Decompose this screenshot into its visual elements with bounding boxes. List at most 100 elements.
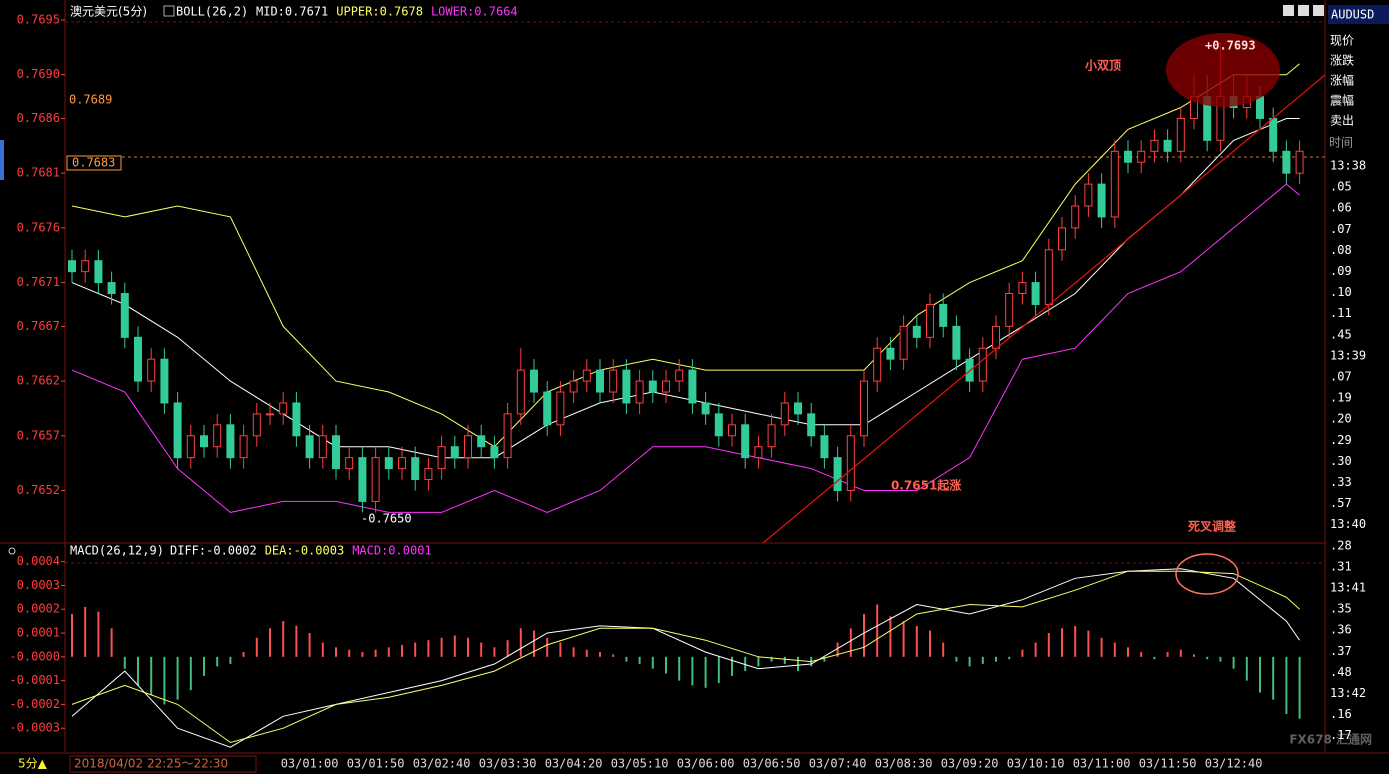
candle-body — [569, 380, 578, 393]
candle-body — [186, 435, 195, 459]
quote-field: 震幅 — [1330, 93, 1354, 108]
tick-time: .37 — [1330, 644, 1352, 658]
candle-body — [160, 358, 169, 404]
x-tick-label: 03/06:50 — [743, 757, 801, 771]
tick-time: .33 — [1330, 475, 1352, 489]
highlight-ellipse — [1166, 33, 1280, 107]
candle-body — [318, 435, 327, 459]
candle-body — [609, 369, 618, 393]
annotation: -0.7650 — [361, 512, 412, 526]
time-range: 2018/04/02 22:25～22:30 — [74, 757, 228, 771]
candle-body — [292, 402, 301, 437]
indicator-value: UPPER:0.7678 — [336, 5, 423, 19]
x-tick-label: 03/10:10 — [1007, 757, 1065, 771]
quote-field: 涨幅 — [1330, 73, 1354, 88]
y-tick-label: 0.7652 — [17, 483, 60, 497]
tick-time: .30 — [1330, 454, 1352, 468]
quote-field: 涨跌 — [1330, 53, 1354, 68]
candle-body — [780, 402, 789, 426]
candle-body — [1044, 249, 1053, 305]
candle-body — [94, 260, 103, 284]
tick-time: .09 — [1330, 264, 1352, 278]
candle-body — [688, 369, 697, 404]
y-tick-label: 0.7695 — [17, 13, 60, 27]
annotation: +0.7693 — [1205, 39, 1256, 53]
tick-time: .05 — [1330, 180, 1352, 194]
candle-body — [1005, 293, 1014, 327]
x-tick-label: 03/11:50 — [1139, 757, 1197, 771]
candle-body — [899, 325, 908, 360]
tick-time: .19 — [1330, 391, 1352, 405]
candle-body — [873, 347, 882, 382]
indicator-value: DIFF:-0.0002 — [170, 544, 257, 558]
candle-body — [833, 457, 842, 491]
candle-body — [1295, 150, 1304, 174]
candle-body — [411, 457, 420, 481]
bottom-bar — [0, 754, 1325, 774]
annotation-layer: +0.7693 小双顶 0.7651起涨 死叉调整 -0.7650 — [361, 33, 1326, 595]
y-tick-label: 0.0002 — [17, 602, 60, 616]
indicator-name: BOLL(26,2) — [176, 5, 248, 19]
candle-body — [846, 435, 855, 491]
candle-body — [939, 303, 948, 327]
y-tick-label: 0.7676 — [17, 220, 60, 234]
candle-body — [147, 358, 156, 382]
y-tick-label: -0.0001 — [9, 673, 60, 687]
x-tick-label: 03/01:50 — [347, 757, 405, 771]
candle-body — [530, 369, 538, 393]
indicator-value: LOWER:0.7664 — [431, 5, 518, 19]
indicator-name: MACD(26,12,9) — [70, 544, 164, 558]
candle-body — [886, 347, 895, 360]
candle-body — [1071, 205, 1080, 229]
tick-time: .16 — [1330, 707, 1352, 721]
candle-body — [1097, 183, 1106, 218]
candle-body — [1163, 139, 1172, 152]
tick-time: .36 — [1330, 623, 1352, 637]
candle-body — [952, 325, 961, 360]
x-tick-label: 03/08:30 — [875, 757, 933, 771]
candle-body — [741, 424, 750, 459]
tick-time: .31 — [1330, 559, 1352, 573]
candle-body — [714, 413, 723, 437]
x-tick-label: 03/12:40 — [1205, 757, 1263, 771]
candle-body — [173, 402, 182, 459]
candle-body — [1084, 183, 1093, 207]
candle-body — [992, 325, 1000, 349]
candle-body — [635, 380, 644, 404]
x-tick-label: 03/07:40 — [809, 757, 867, 771]
quote-field: 卖出 — [1330, 114, 1354, 128]
window-button[interactable] — [1298, 5, 1309, 16]
y-tick-label: 0.0004 — [17, 554, 60, 568]
candle-body — [754, 446, 763, 459]
range-box — [69, 755, 257, 773]
window-button[interactable] — [1283, 5, 1294, 16]
candle-body — [596, 369, 604, 393]
candle-body — [477, 435, 486, 448]
window-button[interactable] — [1313, 5, 1324, 16]
price-label: 0.7683 — [72, 156, 115, 170]
x-tick-label: 03/09:20 — [941, 757, 999, 771]
tick-time: .20 — [1330, 412, 1352, 426]
candle-body — [794, 402, 802, 415]
tick-time: 13:38 — [1330, 159, 1366, 173]
period-button[interactable]: 5分▲ — [18, 757, 48, 771]
candle-body — [728, 424, 736, 437]
candle-body — [622, 369, 631, 404]
candle-body — [978, 347, 987, 382]
tick-time: .11 — [1330, 306, 1352, 320]
indicator-value: DEA:-0.0003 — [265, 544, 344, 558]
candle-body — [279, 402, 288, 415]
highlight-circle — [1175, 553, 1239, 595]
y-tick-label: 0.7690 — [17, 67, 60, 81]
candle-body — [134, 336, 142, 382]
candle-body — [1176, 117, 1185, 152]
tick-time: 13:40 — [1330, 517, 1366, 531]
symbol-bg — [1328, 5, 1389, 24]
price-label: 0.7689 — [69, 93, 112, 107]
candle-body — [1282, 150, 1291, 174]
annotation: 小双顶 — [1085, 58, 1121, 73]
y-tick-label: 0.0001 — [17, 626, 60, 640]
price-box — [66, 155, 122, 171]
tick-time: .10 — [1330, 285, 1352, 299]
candle-body — [437, 446, 446, 470]
